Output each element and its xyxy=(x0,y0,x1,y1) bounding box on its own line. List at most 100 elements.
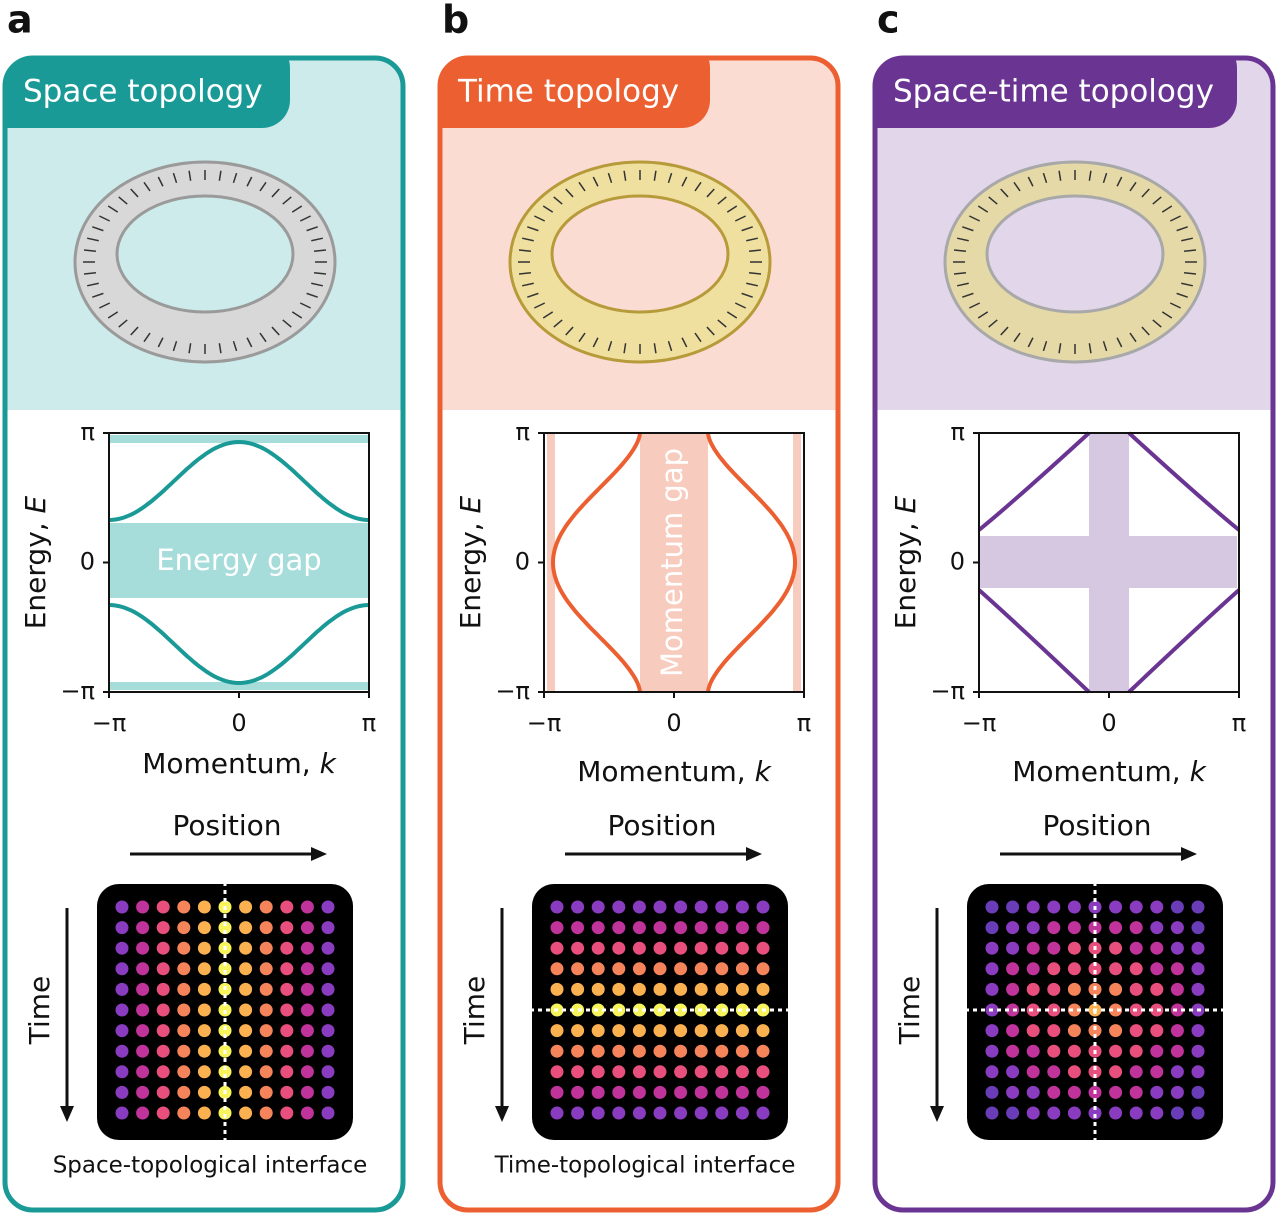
lattice-site xyxy=(550,900,564,914)
band-curve xyxy=(1127,588,1241,694)
lattice-site xyxy=(300,921,314,935)
ring-tick xyxy=(726,311,738,319)
lattice-site xyxy=(1026,962,1040,976)
lattice-site xyxy=(156,1024,170,1038)
ring-tick xyxy=(313,271,327,275)
ring-tick xyxy=(1141,326,1150,336)
lattice-site xyxy=(715,962,729,976)
lattice-site xyxy=(1067,1065,1081,1079)
lattice-site xyxy=(1109,962,1123,976)
lattice-site xyxy=(177,1065,191,1079)
panel-title: Time topology xyxy=(457,74,679,110)
lattice-site xyxy=(1006,962,1020,976)
lattice-site xyxy=(1006,941,1020,955)
lattice-site xyxy=(985,1065,999,1079)
lattice-site xyxy=(1129,1085,1143,1099)
band-curve xyxy=(977,588,1091,694)
lattice-site xyxy=(115,1085,129,1099)
panel: b Time topology Momentum gap π 0 −π −π 0 π Energy… xyxy=(437,0,841,1213)
lattice-site xyxy=(321,941,335,955)
ring-tick xyxy=(653,343,657,354)
lattice-site xyxy=(280,1106,294,1120)
lattice-site xyxy=(197,1003,211,1017)
ring-tick xyxy=(1169,215,1181,222)
lattice-site xyxy=(591,921,605,935)
lattice-site xyxy=(218,1106,232,1120)
ring-tick xyxy=(607,172,613,184)
lattice-site xyxy=(591,962,605,976)
ring-tick xyxy=(271,188,280,198)
lattice-site xyxy=(1067,1003,1081,1017)
lattice-site xyxy=(1150,1085,1164,1099)
lattice-site xyxy=(259,1044,273,1058)
ring-tick xyxy=(218,343,222,354)
x-axis-label-var: k xyxy=(1190,755,1208,788)
lattice-site xyxy=(321,1085,335,1099)
lattice-site xyxy=(591,900,605,914)
lattice-site xyxy=(653,941,667,955)
lattice-site xyxy=(756,982,770,996)
lattice-site xyxy=(1088,1106,1102,1120)
y-axis-label-var: E xyxy=(454,495,487,513)
lattice-site xyxy=(1088,962,1102,976)
lattice-site xyxy=(1109,1085,1123,1099)
x-tick-label: π xyxy=(1232,709,1246,737)
ring-tick xyxy=(232,172,238,184)
x-tick-label: 0 xyxy=(1101,709,1116,737)
ring-tick xyxy=(681,176,688,187)
lattice-site xyxy=(756,1044,770,1058)
lattice-site xyxy=(1067,1085,1081,1099)
ring-tick xyxy=(1169,302,1181,309)
lattice-site xyxy=(280,900,294,914)
lattice-site xyxy=(1109,1024,1123,1038)
lattice-site xyxy=(1026,1044,1040,1058)
lattice-site xyxy=(632,941,646,955)
ring-tick xyxy=(592,176,599,187)
lattice-site xyxy=(1170,1065,1184,1079)
ring-tick xyxy=(1183,271,1197,275)
lattice-site xyxy=(674,1003,688,1017)
lattice-site xyxy=(985,1085,999,1099)
lattice-site xyxy=(571,1085,585,1099)
lattice-site xyxy=(1026,941,1040,955)
lattice-site xyxy=(218,962,232,976)
ring-tick xyxy=(218,170,222,181)
lattice-site xyxy=(674,1106,688,1120)
lattice-site xyxy=(321,1024,335,1038)
lattice-site xyxy=(280,1044,294,1058)
ring-tick xyxy=(717,319,727,328)
lattice-site xyxy=(136,1024,150,1038)
ring-tick xyxy=(734,302,746,309)
lattice-site xyxy=(674,1024,688,1038)
ring-tick xyxy=(962,292,974,298)
lattice-site xyxy=(177,1106,191,1120)
time-label: Time xyxy=(458,976,491,1046)
ring-tick xyxy=(130,326,139,336)
lattice-site xyxy=(1191,921,1205,935)
y-axis-label: Energy, E xyxy=(19,495,52,629)
lattice-site xyxy=(756,941,770,955)
ring-tick xyxy=(1088,343,1092,354)
lattice-site xyxy=(735,1024,749,1038)
lattice-site xyxy=(735,962,749,976)
lattice-site xyxy=(735,982,749,996)
lattice-site xyxy=(259,1065,273,1079)
lattice-site xyxy=(1191,1106,1205,1120)
panel-border xyxy=(437,55,841,1213)
lattice-site xyxy=(550,962,564,976)
ring-tick xyxy=(246,176,253,187)
lattice-site xyxy=(177,1085,191,1099)
y-axis-label-var: E xyxy=(889,495,922,513)
lattice-site xyxy=(1191,1065,1205,1079)
lattice-site xyxy=(239,900,253,914)
ring-tick xyxy=(565,188,574,198)
y-axis-label: Energy, E xyxy=(889,495,922,629)
lattice-site xyxy=(694,921,708,935)
ring-tick xyxy=(282,196,292,205)
ring-tick xyxy=(592,337,599,348)
band-plot: Momentum gap π 0 −π −π 0 π Energy, E Momentum, k xyxy=(454,418,811,788)
lattice-site xyxy=(591,1085,605,1099)
time-label: Time xyxy=(893,976,926,1046)
lattice-site xyxy=(115,921,129,935)
